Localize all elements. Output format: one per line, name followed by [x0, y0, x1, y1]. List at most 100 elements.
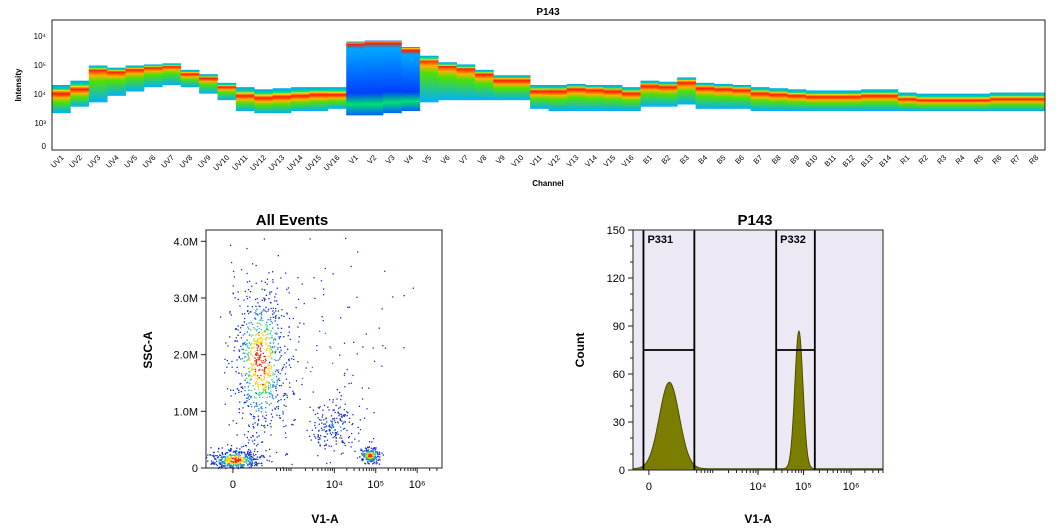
event-point — [335, 404, 337, 407]
event-point — [373, 459, 375, 461]
event-point — [265, 349, 267, 351]
event-point — [274, 338, 276, 340]
event-point — [246, 343, 248, 345]
event-point — [323, 445, 326, 447]
event-point — [327, 406, 329, 408]
event-point — [255, 310, 257, 312]
event-point — [361, 449, 363, 451]
event-point — [271, 313, 274, 315]
event-point — [227, 449, 230, 451]
event-point — [233, 458, 236, 460]
event-point — [286, 396, 288, 399]
channel-band — [566, 83, 586, 111]
event-point — [364, 463, 367, 465]
event-point — [342, 422, 344, 424]
event-point — [223, 456, 225, 458]
event-point — [229, 462, 231, 464]
event-point — [310, 371, 312, 373]
event-point — [241, 466, 243, 468]
event-point — [235, 371, 237, 373]
event-point — [318, 430, 320, 432]
event-point — [246, 456, 248, 458]
event-point — [265, 383, 267, 385]
event-point — [336, 417, 338, 420]
event-point — [268, 460, 270, 462]
event-point — [351, 432, 353, 435]
event-point — [348, 382, 350, 385]
event-point — [270, 368, 272, 370]
channel-band — [934, 93, 954, 111]
event-point — [261, 406, 263, 408]
event-point — [234, 346, 236, 348]
channel-tick-label: B4 — [696, 153, 709, 166]
event-point — [224, 358, 226, 360]
event-point — [247, 450, 249, 452]
event-point — [329, 429, 331, 431]
event-point — [361, 454, 363, 456]
event-point — [403, 347, 405, 349]
event-point — [312, 391, 314, 393]
event-point — [251, 346, 253, 348]
event-point — [370, 447, 373, 449]
event-point — [337, 422, 339, 424]
event-point — [275, 339, 277, 341]
spectrum-y-tick: 10³ — [34, 119, 46, 128]
x-tick-label: 10⁶ — [409, 479, 426, 491]
event-point — [254, 439, 256, 441]
event-point — [271, 358, 273, 360]
event-point — [378, 327, 380, 329]
event-point — [255, 264, 257, 267]
event-point — [246, 346, 248, 348]
event-point — [236, 457, 238, 459]
event-point — [225, 342, 227, 344]
spectrum-title: P143 — [536, 7, 560, 18]
event-point — [341, 416, 343, 418]
event-point — [241, 348, 243, 350]
y-tick-label: 2.0M — [174, 350, 198, 362]
event-point — [278, 337, 281, 340]
event-point — [373, 447, 375, 449]
event-point — [250, 353, 252, 355]
event-point — [276, 348, 279, 350]
event-point — [259, 363, 261, 365]
event-point — [239, 454, 242, 456]
event-point — [335, 433, 337, 435]
event-point — [242, 445, 245, 447]
event-point — [262, 391, 265, 393]
event-point — [241, 457, 243, 459]
channel-tick-label: V2 — [365, 153, 378, 166]
event-point — [252, 347, 255, 349]
x-tick-label: 10⁴ — [326, 479, 343, 491]
event-point — [378, 458, 380, 460]
event-point — [226, 452, 229, 454]
event-point — [273, 364, 275, 366]
event-point — [251, 460, 253, 462]
event-point — [247, 457, 249, 459]
event-point — [263, 370, 266, 373]
event-point — [261, 379, 263, 382]
event-point — [352, 374, 354, 377]
event-point — [247, 464, 249, 466]
event-point — [258, 456, 261, 458]
event-point — [289, 386, 291, 389]
event-point — [257, 325, 259, 328]
event-point — [224, 465, 226, 468]
event-point — [265, 414, 268, 416]
channel-band — [474, 69, 494, 101]
event-point — [281, 367, 284, 370]
event-point — [248, 312, 250, 315]
event-point — [264, 358, 267, 360]
event-point — [278, 317, 280, 319]
event-point — [323, 429, 325, 431]
event-point — [280, 327, 283, 329]
event-point — [230, 389, 232, 391]
event-point — [265, 373, 267, 376]
event-point — [261, 317, 263, 320]
event-point — [254, 372, 257, 374]
event-point — [255, 445, 258, 447]
event-point — [257, 345, 259, 347]
event-point — [224, 453, 227, 455]
event-point — [319, 445, 321, 447]
event-point — [230, 261, 233, 264]
